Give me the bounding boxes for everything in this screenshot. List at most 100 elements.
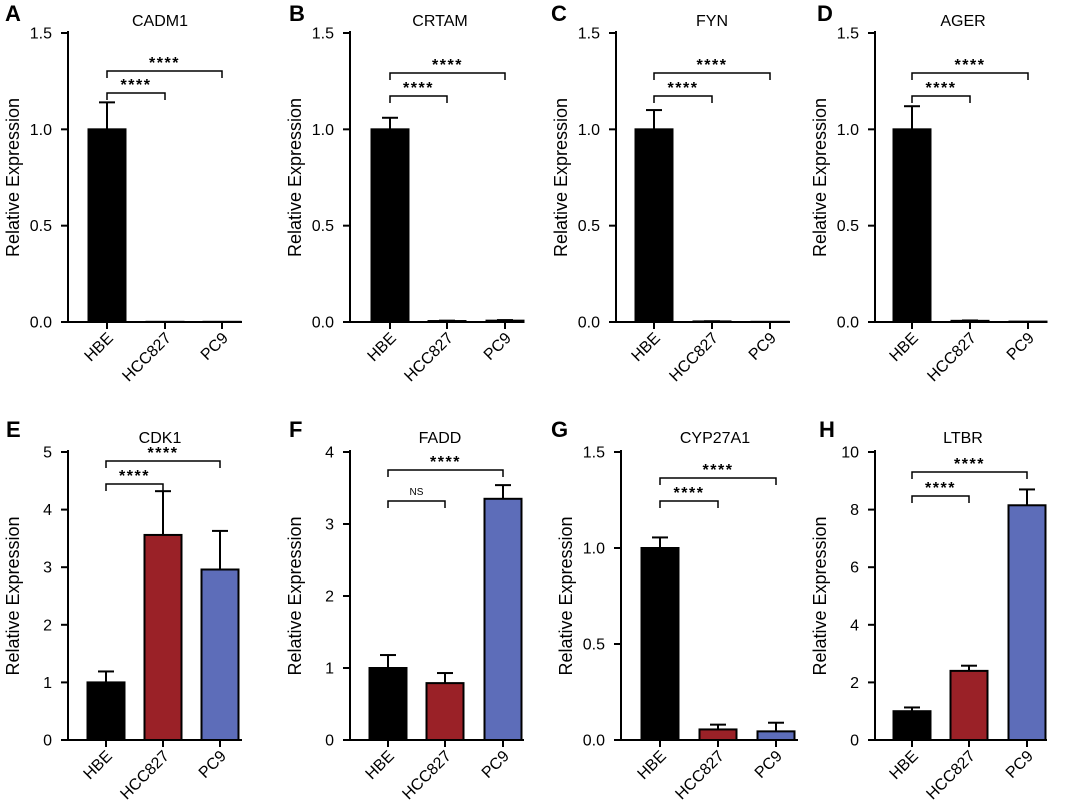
y-tick-label: 4: [850, 617, 859, 634]
x-tick-label: HBE: [82, 330, 117, 365]
y-tick-label: 1.5: [583, 445, 605, 462]
bar-pc9: [200, 568, 240, 742]
panel-f: F FADD Relative Expression 0 1 2 3 4 HBE HCC827 PC…: [285, 417, 524, 803]
y-tick-label: 1.0: [583, 541, 605, 558]
panel-a: A CADM1 Relative Expression 0.0 0.5 1.0 1.5 HBE…: [3, 1, 242, 385]
x-tick-label: HCC827: [119, 330, 174, 385]
significance-label: NS: [410, 487, 424, 498]
chart-title: LTBR: [943, 430, 983, 447]
chart-title: CYP27A1: [680, 430, 750, 447]
panel-letter: E: [6, 417, 21, 442]
x-tick-label: HCC827: [399, 748, 454, 803]
x-tick-label: PC9: [1003, 748, 1037, 782]
significance-bracket: [911, 471, 1028, 479]
y-tick-label: 1: [43, 675, 52, 692]
y-tick-label: 8: [850, 502, 859, 519]
x-tick-label: HBE: [887, 748, 922, 783]
y-tick-label: 1.5: [312, 26, 334, 43]
x-tick-label: PC9: [481, 330, 515, 364]
significance-label: ****: [149, 55, 180, 72]
y-tick-label: 3: [325, 517, 334, 534]
y-tick-label: 3: [43, 560, 52, 577]
y-tick-label: 4: [325, 445, 334, 462]
y-tick-label: 1.0: [578, 122, 600, 139]
x-tick-label: HBE: [635, 748, 670, 783]
y-axis-label: Relative Expression: [551, 98, 571, 257]
chart-title: AGER: [940, 13, 985, 30]
bar-hbe: [370, 128, 410, 323]
x-tick-label: HBE: [363, 748, 398, 783]
bar-hbe: [368, 667, 408, 741]
bar-hbe: [892, 128, 932, 323]
bar-hcc827: [425, 682, 465, 741]
y-axis-label: Relative Expression: [810, 516, 830, 675]
significance-bracket: [659, 477, 777, 485]
significance-label: ****: [926, 80, 957, 97]
y-tick-label: 0.5: [837, 218, 859, 235]
y-tick-label: 0.0: [837, 315, 859, 332]
y-axis-label: Relative Expression: [285, 516, 305, 675]
x-tick-label: PC9: [196, 748, 230, 782]
panel-h: H LTBR Relative Expression 0 2 4 6 8 10 HBE HCC827…: [810, 417, 1047, 803]
bar-hbe: [87, 128, 127, 323]
bar-hcc827: [698, 728, 738, 742]
x-tick-label: PC9: [746, 330, 780, 364]
x-tick-label: HBE: [629, 330, 664, 365]
y-tick-label: 0.5: [30, 218, 52, 235]
significance-bracket: [659, 500, 719, 508]
panel-letter: C: [551, 1, 567, 26]
significance-bracket: [105, 460, 221, 468]
significance-label: ****: [697, 57, 728, 74]
y-axis-label: Relative Expression: [810, 98, 830, 257]
bar-pc9: [1007, 504, 1047, 741]
bar-pc9: [483, 497, 523, 741]
y-tick-label: 0.5: [578, 218, 600, 235]
significance-label: ****: [121, 77, 152, 94]
x-tick-label: HCC827: [401, 330, 456, 385]
x-tick-label: HBE: [365, 330, 400, 365]
panel-b: B CRTAM Relative Expression 0.0 0.5 1.0 1.5 HBE…: [285, 1, 525, 385]
y-tick-label: 2: [43, 617, 52, 634]
y-tick-label: 0.0: [312, 315, 334, 332]
y-tick-label: 1: [325, 661, 334, 678]
y-tick-label: 0.5: [583, 637, 605, 654]
significance-label: ****: [703, 462, 734, 479]
panel-letter: D: [817, 1, 833, 26]
panel-letter: H: [819, 417, 835, 442]
x-tick-label: PC9: [752, 748, 786, 782]
y-tick-label: 1.0: [312, 122, 334, 139]
x-tick-label: HBE: [81, 748, 116, 783]
x-tick-label: HCC827: [923, 748, 978, 803]
panel-letter: F: [289, 417, 302, 442]
y-axis-label: Relative Expression: [285, 98, 305, 257]
x-tick-label: PC9: [479, 748, 513, 782]
panel-letter: G: [551, 417, 568, 442]
significance-label: ****: [954, 456, 985, 473]
y-tick-label: 10: [841, 445, 859, 462]
significance-label: ****: [955, 57, 986, 74]
y-axis-label: Relative Expression: [3, 516, 23, 675]
significance-bracket: [105, 483, 164, 491]
y-tick-label: 1.5: [30, 26, 52, 43]
significance-label: ****: [668, 80, 699, 97]
significance-bracket: [387, 469, 504, 477]
significance-bracket: [653, 95, 713, 103]
significance-bracket: [387, 500, 446, 508]
x-tick-label: HCC827: [666, 330, 721, 385]
significance-bracket: [389, 95, 448, 103]
y-tick-label: 4: [43, 502, 52, 519]
panel-letter: B: [289, 1, 305, 26]
y-tick-label: 0.5: [312, 218, 334, 235]
x-tick-label: HCC827: [117, 748, 172, 803]
x-tick-label: HCC827: [672, 748, 727, 803]
significance-bracket: [911, 72, 1029, 80]
chart-title: CADM1: [132, 13, 188, 30]
significance-bracket: [106, 70, 223, 78]
y-axis-label: Relative Expression: [556, 516, 576, 675]
y-axis-label: Relative Expression: [3, 98, 23, 257]
y-tick-label: 5: [43, 445, 52, 462]
y-tick-label: 0.0: [578, 315, 600, 332]
bar-hbe: [640, 547, 680, 741]
panel-letter: A: [5, 1, 21, 26]
